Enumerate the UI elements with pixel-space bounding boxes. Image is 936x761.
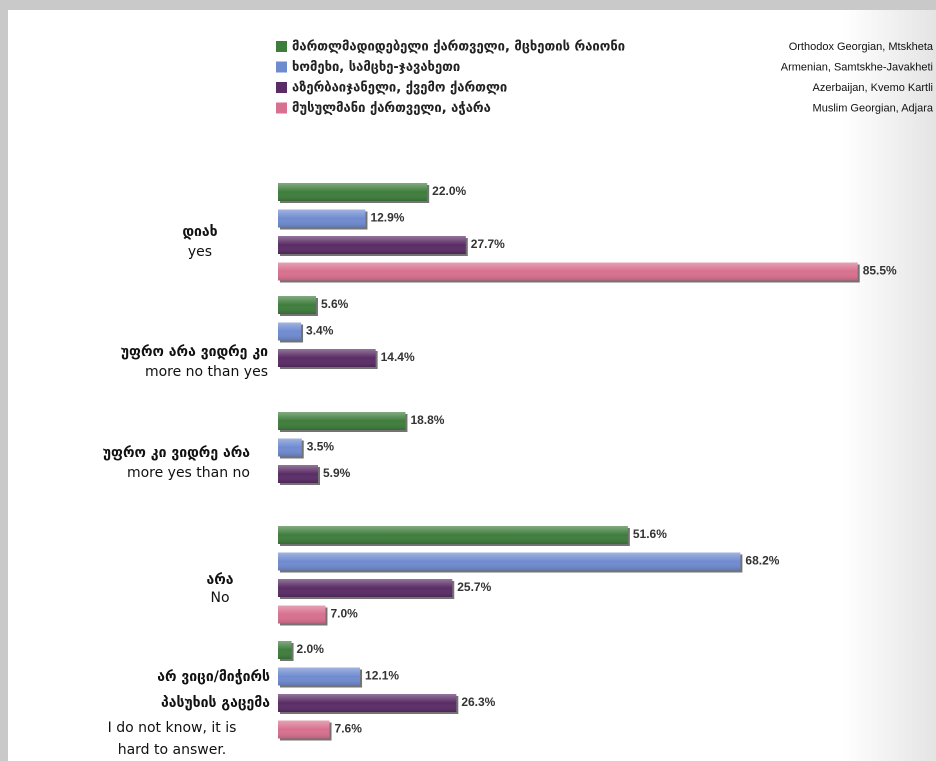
category-label: არ ვიცი/მიჭირს [157,669,270,685]
category-label: უფრო არა ვიდრე კი [121,344,268,360]
category-label: yes [188,244,212,260]
value-label: 12.9% [370,211,404,225]
bar-gloss [278,412,406,430]
legend-label: აზერბაიჯანელი, ქვემო ქართლი [292,81,507,96]
category-label: more yes than no [127,465,250,481]
value-label: 26.3% [461,695,495,709]
legend-swatch [276,82,287,93]
value-label: 5.6% [321,297,349,311]
legend-label: მუსულმანი ქართველი, აჭარა [292,101,491,116]
legend-swatch [276,41,287,52]
bar-gloss [278,322,302,341]
value-label: 14.4% [381,350,415,364]
category-label: more no than yes [145,364,268,380]
value-label: 25.7% [457,580,491,594]
legend-label-en: Muslim Georgian, Adjara [813,102,934,114]
category-label: დიახ [182,224,217,240]
category-label: უფრო კი ვიდრე არა [103,445,250,461]
bar-gloss [278,349,376,367]
legend-label: მართლმადიდებელი ქართველი, მცხეთის რაიონი [292,40,625,55]
value-label: 12.1% [365,669,399,683]
legend-swatch [276,61,287,73]
bar-gloss [278,579,453,597]
bar-gloss [278,183,428,201]
panel [8,10,936,761]
value-label: 85.5% [863,264,897,278]
value-label: 22.0% [432,184,466,198]
bar-gloss [278,526,628,544]
bar-gloss [278,465,319,483]
legend-label: ხომეხი, სამცხე-ჯავახეთი [292,60,460,75]
legend-label-en: Armenian, Samtskhe-Javakheti [781,61,933,73]
bar-gloss [278,262,858,281]
category-label: No [210,590,229,606]
bar-gloss [278,694,457,712]
value-label: 51.6% [633,527,667,541]
bar-gloss [278,296,316,314]
bar-gloss [278,236,466,254]
legend-label-en: Orthodox Georgian, Mtskheta [789,41,934,53]
value-label: 3.4% [306,324,334,338]
value-label: 7.0% [330,607,358,621]
bar-gloss [278,720,330,739]
value-label: 18.8% [410,413,444,427]
bar-gloss [278,209,366,228]
value-label: 5.9% [323,466,351,480]
value-label: 2.0% [297,642,325,656]
value-label: 7.6% [335,722,363,736]
bar-gloss [278,641,292,659]
value-label: 27.7% [471,237,505,251]
category-label: პასუხის გაცემა [161,695,270,711]
category-label: არა [206,572,233,588]
category-label: hard to answer. [118,742,227,758]
bar-gloss [278,438,302,457]
legend-label-en: Azerbaijan, Kvemo Kartli [813,82,933,94]
value-label: 3.5% [307,440,335,454]
value-label: 68.2% [745,554,779,568]
category-label: I do not know, it is [108,720,237,736]
bar-gloss [278,667,361,686]
legend-swatch [276,102,287,114]
bar-gloss [278,605,326,624]
bar-gloss [278,552,741,571]
